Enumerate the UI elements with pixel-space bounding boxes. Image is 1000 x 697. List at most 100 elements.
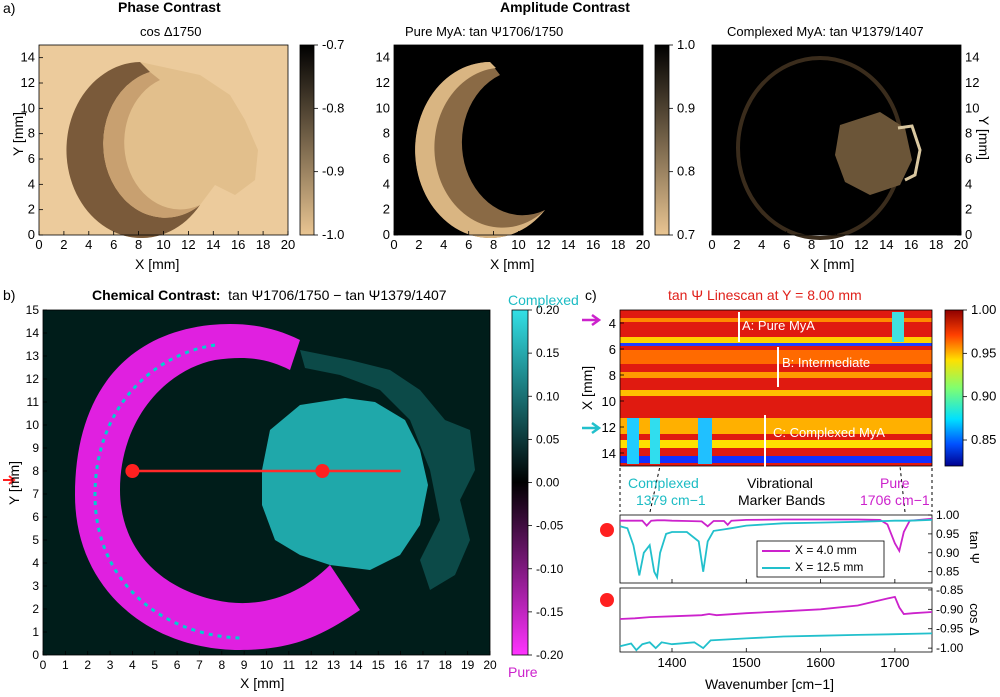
colorbar-tick-label: -0.05 [536,519,564,533]
y-tick-label: 2 [32,602,39,616]
pure-xlabel: X [mm] [490,256,535,272]
x-tick-label: 20 [281,237,295,252]
chemical-map-complexed-region [262,398,428,570]
colorbar-tick-label: 0.10 [536,389,560,403]
x-tick-label: 14 [879,237,893,252]
y-tick-label: 10 [26,418,40,432]
y-tick-label: 0 [28,227,35,242]
complexed-map-title: Complexed MyA: tan Ψ1379/1407 [727,24,924,39]
region-label-c: C: Complexed MyA [773,425,885,440]
y-tick-label: 0 [965,227,972,242]
y-tick-label: 4 [609,316,616,331]
band-complexed-label: Complexed [628,475,699,491]
colorbar-tick-label: 0.15 [536,346,560,360]
band-middle-line2: Marker Bands [738,492,826,508]
x-tick-label: 9 [241,658,248,672]
band [620,390,932,396]
complexed-map-background [712,45,961,235]
x-tick-label: 6 [465,237,472,252]
y-tick-label: 12 [21,75,35,90]
x-tick-label: 16 [586,237,600,252]
y-tick-label: 4 [32,556,39,570]
pure-colorbar [654,44,670,236]
chemical-map-axes: 0 1 2 3 4 5 6 7 8 9 10 11 12 13 14 15 16 17 18 19 2001234567… [26,303,497,672]
connector-pure [899,465,906,513]
linescan-ylabel: X [mm] [579,365,596,411]
x-tick-label: 4 [85,237,92,252]
colorbar-tick-label: 0.95 [971,345,996,360]
axes-frame [393,44,644,236]
linescan-marker-pure [125,464,140,478]
y-tick-label: 14 [376,50,390,65]
x-tick-label: 16 [394,658,408,672]
colorbar-tick-label: 1.00 [971,302,996,317]
x-tick-label: 7 [196,658,203,672]
phase-map-inner-ring [103,72,200,218]
y-tick-label: 12 [965,75,979,90]
complexed-map-core [835,112,912,195]
cosdelta-ylabel: cos Δ [966,603,982,636]
y-tick-label: 6 [28,151,35,166]
y-tick-label: 3 [32,579,39,593]
linescan-axes: 4 6 8 10 12 14 [602,309,933,467]
colorbar-tick-label: 0.85 [971,432,996,447]
chemical-map-right-region [300,350,475,590]
band [620,372,932,378]
linescan-marker-complexed [315,464,330,478]
colorbar-tick-label: -1.0 [322,227,344,242]
y-tick-label: 0 [32,648,39,662]
chemical-map-pure-region [75,323,360,650]
chemical-xlabel: X [mm] [240,675,285,691]
x-tick-label: 20 [954,237,968,252]
phase-ylabel: Y [mm] [10,111,27,157]
x-tick-label: 16 [904,237,918,252]
phase-map-ring [66,62,200,238]
linescan-title: tan Ψ Linescan at Y = 8.00 mm [668,287,862,303]
x-tick-label: 17 [416,658,430,672]
x-tick-label: 8 [808,237,815,252]
colorbar-tick-label: 1.0 [677,37,695,52]
panel-label-c: c) [585,287,597,303]
phase-colorbar [299,44,315,236]
legend-entry-complexed: X = 12.5 mm [795,560,864,574]
y-tick-label: 12 [26,372,40,386]
y-tick-label: 6 [32,510,39,524]
colorbar-tick-label: -0.7 [322,37,344,52]
region-label-b: B: Intermediate [782,355,871,370]
y-tick-label: 2 [28,202,35,217]
y-tick-label: 8 [383,126,390,141]
colorbar-tick-label: 0.00 [536,476,560,490]
x-tick-label: 18 [256,237,270,252]
linescan-colorbar [944,309,964,467]
chemical-colorbar-ticks: 0.20 0.15 0.10 0.05 0.00 -0.05 -0.10 -0.15 -0.20 [528,303,564,662]
panel-label-b: b) [3,287,16,303]
spectra-dot-marker [600,593,614,607]
y-tick-label: 0.90 [936,546,960,560]
y-tick-label: 12 [602,420,616,435]
y-tick-label: 0.95 [936,527,960,541]
band [627,418,639,464]
x-tick-label: 8 [490,237,497,252]
x-tick-label: 4 [758,237,765,252]
y-tick-label: 8 [28,126,35,141]
x-tick-label: 2 [84,658,91,672]
phase-colorbar-ticks: -0.7 -0.8 -0.9 -1.0 [314,37,344,242]
colorbar-tick-label: -0.8 [322,100,344,115]
band [620,456,932,463]
tanpsi-ylabel: tan Ψ [966,531,982,564]
x-tick-label: 2 [60,237,67,252]
colorbar-top-label: Complexed [508,292,579,308]
y-tick-label: 4 [28,176,35,191]
pure-map-title: Pure MyA: tan Ψ1706/1750 [405,24,564,39]
x-tick-label: 20 [483,658,497,672]
linescan-bands [620,312,932,464]
x-tick-label: 14 [349,658,363,672]
connector-complexed [649,465,661,513]
x-tick-label: 13 [327,658,341,672]
spectra-axes: 1.00 0.95 0.90 0.85 -0.85 -0.90 -0.95 -1.00 1400… [658,508,964,670]
y-tick-label: -0.90 [936,602,964,616]
x-tick-label: 6 [783,237,790,252]
